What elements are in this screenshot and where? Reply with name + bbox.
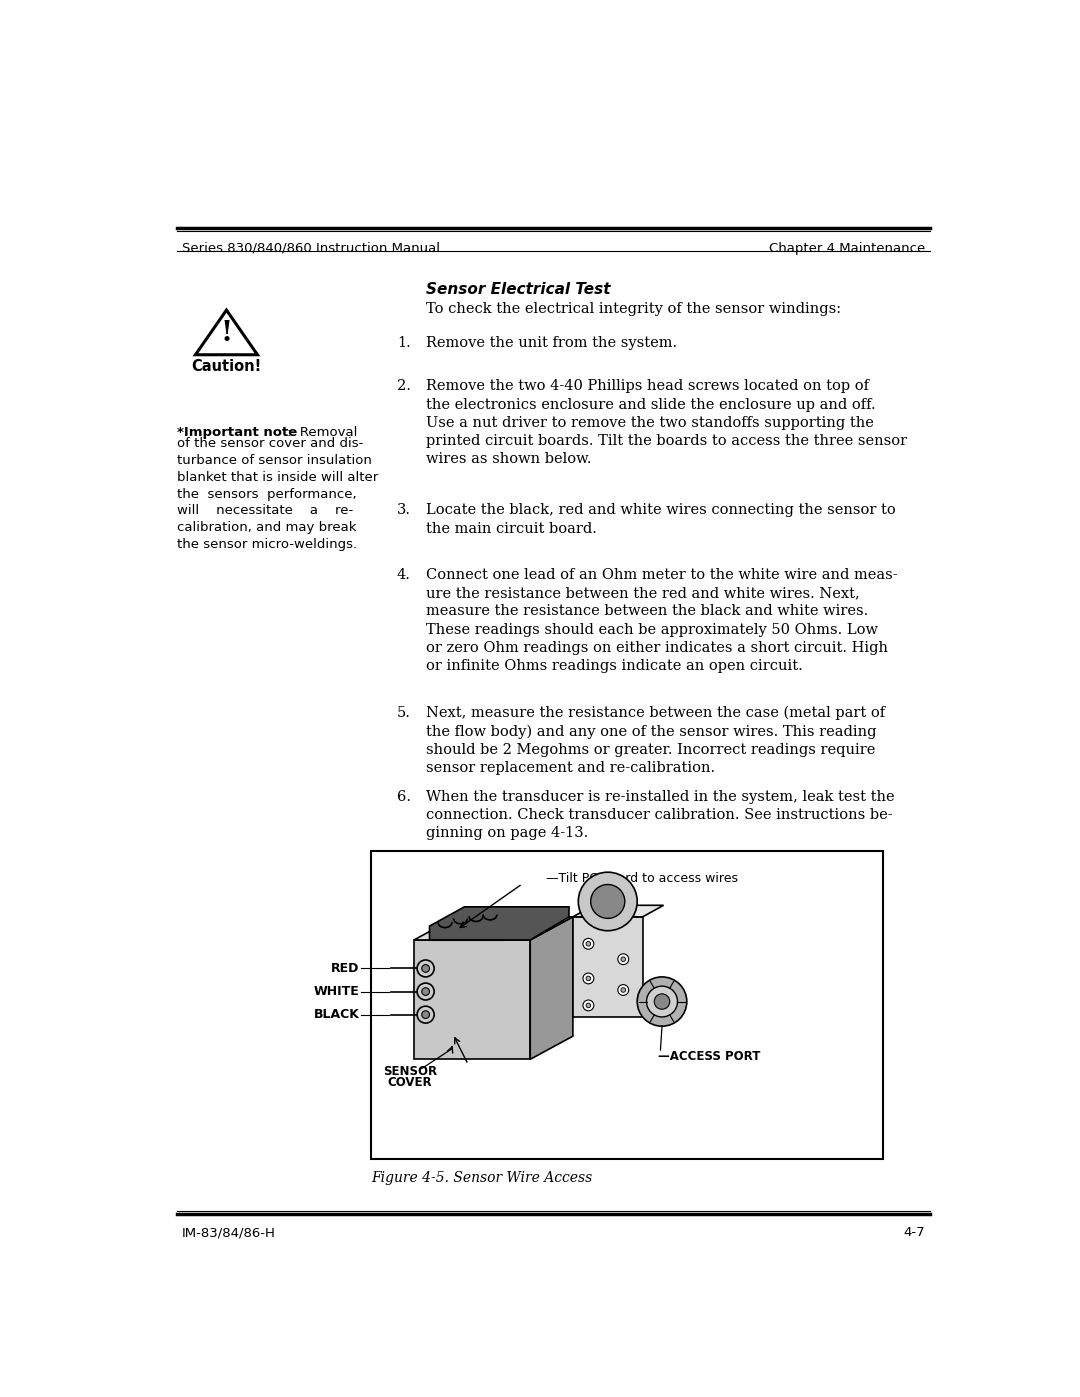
Polygon shape (414, 940, 530, 1059)
Text: Remove the unit from the system.: Remove the unit from the system. (426, 337, 677, 351)
Text: Chapter 4 Maintenance: Chapter 4 Maintenance (769, 242, 926, 254)
Circle shape (647, 986, 677, 1017)
Circle shape (578, 872, 637, 930)
Circle shape (586, 1003, 591, 1007)
Text: COVER: COVER (388, 1076, 432, 1090)
Text: of the sensor cover and dis-
turbance of sensor insulation
blanket that is insid: of the sensor cover and dis- turbance of… (177, 437, 378, 550)
Text: Series 830/840/860 Instruction Manual: Series 830/840/860 Instruction Manual (181, 242, 440, 254)
Polygon shape (430, 907, 569, 940)
Text: 1.: 1. (397, 337, 410, 351)
Text: —ACCESS PORT: —ACCESS PORT (658, 1051, 760, 1063)
Bar (372, 851, 882, 1160)
Circle shape (417, 1006, 434, 1023)
Polygon shape (414, 916, 572, 940)
Text: IM-83/84/86-H: IM-83/84/86-H (181, 1227, 275, 1239)
Text: To check the electrical integrity of the sensor windings:: To check the electrical integrity of the… (426, 302, 840, 316)
Circle shape (583, 939, 594, 949)
Polygon shape (572, 905, 663, 916)
Circle shape (583, 1000, 594, 1011)
Circle shape (583, 974, 594, 983)
Circle shape (422, 1011, 430, 1018)
Text: 6.: 6. (397, 789, 411, 803)
Text: —Tilt PC board to access wires: —Tilt PC board to access wires (545, 872, 738, 886)
Circle shape (654, 993, 670, 1009)
Circle shape (586, 942, 591, 946)
Circle shape (621, 988, 625, 992)
Text: When the transducer is re-installed in the system, leak test the
connection. Che: When the transducer is re-installed in t… (426, 789, 894, 840)
Text: :  Removal: : Removal (287, 426, 357, 440)
Text: Remove the two 4-40 Phillips head screws located on top of
the electronics enclo: Remove the two 4-40 Phillips head screws… (426, 380, 907, 467)
Circle shape (417, 983, 434, 1000)
Text: Sensor Electrical Test: Sensor Electrical Test (426, 282, 610, 296)
Circle shape (586, 977, 591, 981)
Circle shape (422, 964, 430, 972)
Text: RED: RED (332, 963, 360, 975)
Text: 2.: 2. (397, 380, 410, 394)
Text: 5.: 5. (397, 705, 410, 719)
Polygon shape (572, 916, 643, 1017)
Circle shape (637, 977, 687, 1027)
Text: Next, measure the resistance between the case (metal part of
the flow body) and : Next, measure the resistance between the… (426, 705, 885, 775)
Circle shape (422, 988, 430, 996)
Text: 4-7: 4-7 (904, 1227, 926, 1239)
Circle shape (618, 954, 629, 964)
Text: BLACK: BLACK (314, 1009, 360, 1021)
Circle shape (621, 957, 625, 961)
Circle shape (417, 960, 434, 977)
Text: 3.: 3. (397, 503, 411, 517)
Text: SENSOR: SENSOR (383, 1065, 437, 1077)
Text: Locate the black, red and white wires connecting the sensor to
the main circuit : Locate the black, red and white wires co… (426, 503, 895, 535)
Text: Figure 4-5. Sensor Wire Access: Figure 4-5. Sensor Wire Access (372, 1171, 593, 1185)
Text: Caution!: Caution! (191, 359, 261, 374)
Circle shape (618, 985, 629, 996)
Text: *Important note: *Important note (177, 426, 297, 440)
Text: !: ! (220, 320, 232, 346)
Circle shape (591, 884, 625, 918)
Text: 4.: 4. (397, 569, 410, 583)
Text: Connect one lead of an Ohm meter to the white wire and meas-
ure the resistance : Connect one lead of an Ohm meter to the … (426, 569, 897, 673)
Polygon shape (530, 916, 572, 1059)
Text: WHITE: WHITE (314, 985, 360, 997)
